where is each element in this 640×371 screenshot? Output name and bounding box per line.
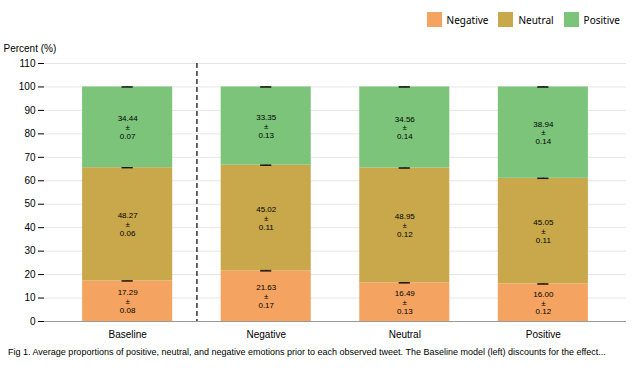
svg-text:16.00±0.12: 16.00±0.12 xyxy=(533,290,554,317)
svg-text:20: 20 xyxy=(24,269,36,280)
svg-text:110: 110 xyxy=(20,58,36,69)
svg-text:50: 50 xyxy=(24,198,36,209)
svg-text:Percent (%): Percent (%) xyxy=(4,43,57,54)
svg-text:80: 80 xyxy=(24,128,36,139)
html-text:Fig 1. Average proportions of: Fig 1. Average proportions of positive, … xyxy=(8,347,606,357)
html-text:Neutral: Neutral xyxy=(518,12,554,27)
svg-text:Positive: Positive xyxy=(526,329,561,340)
svg-text:45.02±0.11: 45.02±0.11 xyxy=(256,205,277,232)
svg-text:Neutral: Neutral xyxy=(389,329,421,340)
svg-text:21.63±0.17: 21.63±0.17 xyxy=(256,283,277,310)
svg-text:17.29±0.08: 17.29±0.08 xyxy=(118,288,139,315)
html-text:Negative: Negative xyxy=(446,12,489,27)
svg-text:30: 30 xyxy=(24,245,36,256)
svg-text:Baseline: Baseline xyxy=(108,329,147,340)
svg-text:100: 100 xyxy=(19,81,36,92)
html-text:Positive: Positive xyxy=(583,12,620,27)
svg-text:33.35±0.13: 33.35±0.13 xyxy=(256,113,277,140)
svg-text:16.49±0.13: 16.49±0.13 xyxy=(395,289,416,316)
svg-text:45.05±0.11: 45.05±0.11 xyxy=(533,218,554,245)
svg-text:48.95±0.12: 48.95±0.12 xyxy=(395,212,416,239)
svg-text:90: 90 xyxy=(24,105,36,116)
svg-text:48.27±0.06: 48.27±0.06 xyxy=(118,211,139,238)
svg-text:34.44±0.07: 34.44±0.07 xyxy=(118,114,139,141)
svg-text:0: 0 xyxy=(30,316,36,327)
svg-text:70: 70 xyxy=(24,152,36,163)
svg-text:60: 60 xyxy=(24,175,36,186)
svg-text:40: 40 xyxy=(24,222,36,233)
svg-text:34.56±0.14: 34.56±0.14 xyxy=(395,115,416,142)
svg-text:38.94±0.14: 38.94±0.14 xyxy=(533,120,554,147)
svg-text:10: 10 xyxy=(24,292,36,303)
svg-text:Negative: Negative xyxy=(246,329,286,340)
